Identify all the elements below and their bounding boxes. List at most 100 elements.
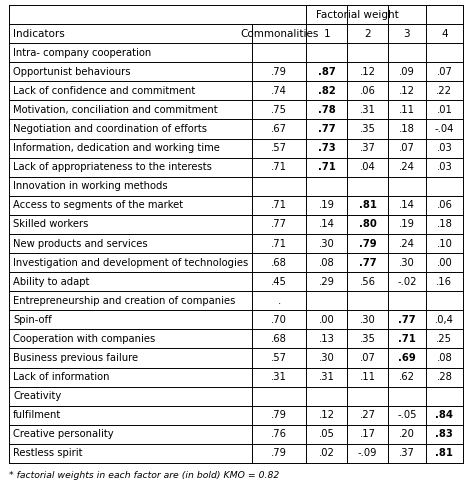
Text: .57: .57 <box>271 143 287 153</box>
Text: .71: .71 <box>318 162 336 172</box>
Text: 2: 2 <box>364 29 371 39</box>
Text: .18: .18 <box>437 220 452 230</box>
Text: .0,4: .0,4 <box>435 315 454 325</box>
Text: .00: .00 <box>437 257 452 267</box>
Text: .31: .31 <box>271 372 287 382</box>
Text: .16: .16 <box>436 277 452 287</box>
Text: .30: .30 <box>319 239 335 248</box>
Text: -.05: -.05 <box>397 411 417 420</box>
Text: 3: 3 <box>404 29 410 39</box>
Text: .10: .10 <box>437 239 452 248</box>
Text: 4: 4 <box>441 29 447 39</box>
Text: .74: .74 <box>271 86 287 96</box>
Text: .37: .37 <box>360 143 376 153</box>
Text: .68: .68 <box>271 334 287 344</box>
Text: .70: .70 <box>271 315 287 325</box>
Text: .20: .20 <box>399 429 415 439</box>
Text: .11: .11 <box>360 372 376 382</box>
Text: .71: .71 <box>271 162 287 172</box>
Text: .75: .75 <box>271 105 287 115</box>
Text: .31: .31 <box>319 372 335 382</box>
Text: -.02: -.02 <box>397 277 417 287</box>
Text: .71: .71 <box>271 200 287 210</box>
Text: Spin-off: Spin-off <box>13 315 52 325</box>
Text: fulfilment: fulfilment <box>13 411 61 420</box>
Text: .06: .06 <box>437 200 452 210</box>
Text: Creative personality: Creative personality <box>13 429 114 439</box>
Text: .56: .56 <box>360 277 376 287</box>
Text: .03: .03 <box>437 143 452 153</box>
Text: .67: .67 <box>271 124 287 134</box>
Text: .29: .29 <box>319 277 335 287</box>
Text: .07: .07 <box>399 143 415 153</box>
Text: Investigation and development of technologies: Investigation and development of technol… <box>13 257 248 267</box>
Text: Motivation, conciliation and commitment: Motivation, conciliation and commitment <box>13 105 218 115</box>
Text: .69: .69 <box>398 353 416 363</box>
Text: Commonalities: Commonalities <box>240 29 319 39</box>
Text: -.09: -.09 <box>358 448 377 458</box>
Text: Restless spirit: Restless spirit <box>13 448 83 458</box>
Text: .12: .12 <box>319 411 335 420</box>
Text: .19: .19 <box>319 200 335 210</box>
Text: .78: .78 <box>318 105 336 115</box>
Text: .12: .12 <box>360 67 376 77</box>
Text: .11: .11 <box>399 105 415 115</box>
Text: .14: .14 <box>399 200 415 210</box>
Text: .30: .30 <box>319 353 335 363</box>
Text: .87: .87 <box>318 67 336 77</box>
Text: .77: .77 <box>398 315 416 325</box>
Text: .00: .00 <box>319 315 335 325</box>
Text: Cooperation with companies: Cooperation with companies <box>13 334 155 344</box>
Text: .03: .03 <box>437 162 452 172</box>
Text: Creativity: Creativity <box>13 391 61 401</box>
Text: Lack of information: Lack of information <box>13 372 110 382</box>
Text: Factorial weight: Factorial weight <box>316 9 399 19</box>
Text: .84: .84 <box>435 411 454 420</box>
Text: Entrepreneurship and creation of companies: Entrepreneurship and creation of compani… <box>13 296 235 306</box>
Text: .45: .45 <box>271 277 287 287</box>
Text: .71: .71 <box>271 239 287 248</box>
Text: .37: .37 <box>399 448 415 458</box>
Text: .01: .01 <box>437 105 452 115</box>
Text: -.04: -.04 <box>435 124 454 134</box>
Text: .81: .81 <box>435 448 454 458</box>
Text: .13: .13 <box>319 334 335 344</box>
Text: Lack of confidence and commitment: Lack of confidence and commitment <box>13 86 195 96</box>
Text: Negotiation and coordination of efforts: Negotiation and coordination of efforts <box>13 124 207 134</box>
Text: * factorial weights in each factor are (in bold) KMO = 0.82: * factorial weights in each factor are (… <box>9 472 280 481</box>
Text: .22: .22 <box>436 86 452 96</box>
Text: .30: .30 <box>399 257 415 267</box>
Text: .35: .35 <box>360 124 376 134</box>
Text: .83: .83 <box>436 429 453 439</box>
Text: .27: .27 <box>360 411 376 420</box>
Text: .05: .05 <box>319 429 335 439</box>
Text: .24: .24 <box>399 239 415 248</box>
Text: .77: .77 <box>318 124 336 134</box>
Text: .25: .25 <box>436 334 452 344</box>
Text: .76: .76 <box>271 429 287 439</box>
Text: .12: .12 <box>399 86 415 96</box>
Text: .77: .77 <box>359 257 376 267</box>
Text: .62: .62 <box>399 372 415 382</box>
Text: .09: .09 <box>399 67 415 77</box>
Text: .79: .79 <box>271 67 287 77</box>
Text: .79: .79 <box>359 239 376 248</box>
Text: Intra- company cooperation: Intra- company cooperation <box>13 48 151 58</box>
Text: .79: .79 <box>271 448 287 458</box>
Text: .68: .68 <box>271 257 287 267</box>
Text: .77: .77 <box>271 220 287 230</box>
Text: .14: .14 <box>319 220 335 230</box>
Text: Access to segments of the market: Access to segments of the market <box>13 200 183 210</box>
Text: .71: .71 <box>398 334 416 344</box>
Text: .: . <box>278 296 281 306</box>
Text: .17: .17 <box>360 429 376 439</box>
Text: .73: .73 <box>318 143 336 153</box>
Text: Innovation in working methods: Innovation in working methods <box>13 181 168 191</box>
Text: .24: .24 <box>399 162 415 172</box>
Text: .30: .30 <box>360 315 376 325</box>
Text: Business previous failure: Business previous failure <box>13 353 138 363</box>
Text: .81: .81 <box>359 200 376 210</box>
Text: Skilled workers: Skilled workers <box>13 220 88 230</box>
Text: .04: .04 <box>360 162 376 172</box>
Text: .35: .35 <box>360 334 376 344</box>
